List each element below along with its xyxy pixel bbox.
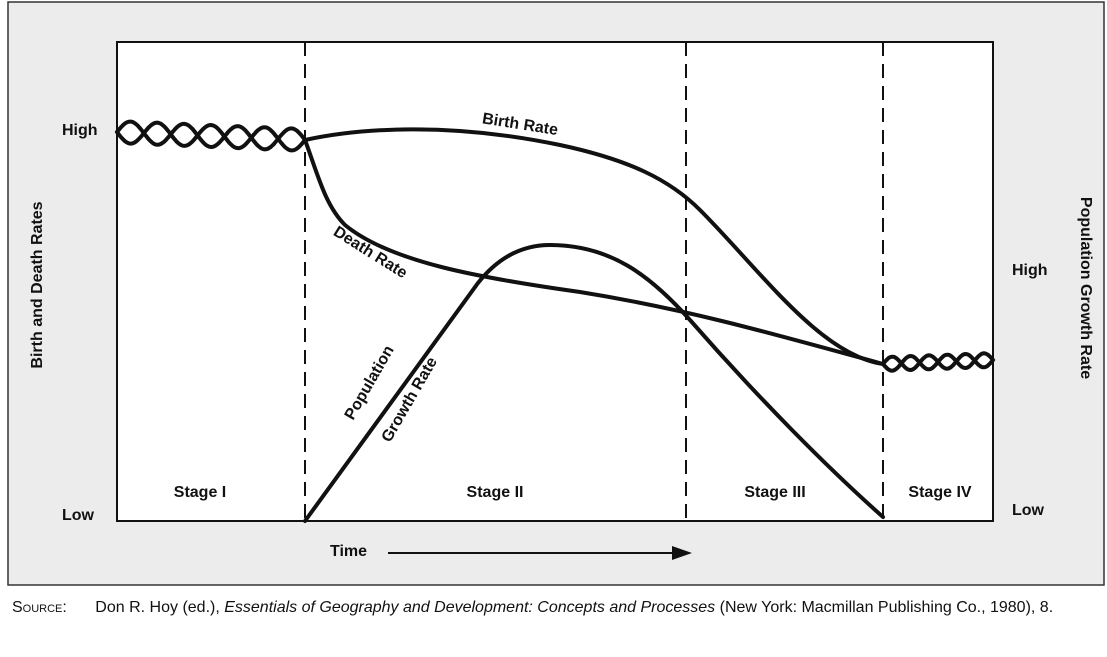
birth-rate-wave <box>115 120 307 153</box>
population-growth-curve <box>303 242 885 523</box>
source-title: Essentials of Geography and Development:… <box>224 599 716 616</box>
left-low-label: Low <box>62 507 95 524</box>
plot-frame <box>116 41 994 522</box>
source-text: (New York: Macmillan Publishing Co., 198… <box>719 599 1054 616</box>
source-text: Don R. Hoy (ed.), <box>95 599 220 616</box>
death-rate-curve <box>303 138 885 366</box>
death-rate-wave <box>881 351 995 373</box>
stage-label: Stage I <box>174 484 226 501</box>
time-arrowhead <box>672 546 692 560</box>
right-high-label: High <box>1012 262 1048 279</box>
right-axis-title: Population Growth Rate <box>1077 197 1094 379</box>
birth-rate-curve <box>303 127 885 366</box>
stage-label: Stage IV <box>908 484 971 501</box>
stage-label: Stage II <box>467 484 524 501</box>
source-label: Source: <box>12 599 67 616</box>
left-high-label: High <box>62 122 98 139</box>
stage-label: Stage III <box>744 484 805 501</box>
left-axis-title: Birth and Death Rates <box>29 201 46 368</box>
death-rate-wave <box>115 119 307 152</box>
right-low-label: Low <box>1012 502 1045 519</box>
x-axis-title: Time <box>330 543 367 560</box>
source-note: Source: Don R. Hoy (ed.), Essentials of … <box>12 596 1097 620</box>
